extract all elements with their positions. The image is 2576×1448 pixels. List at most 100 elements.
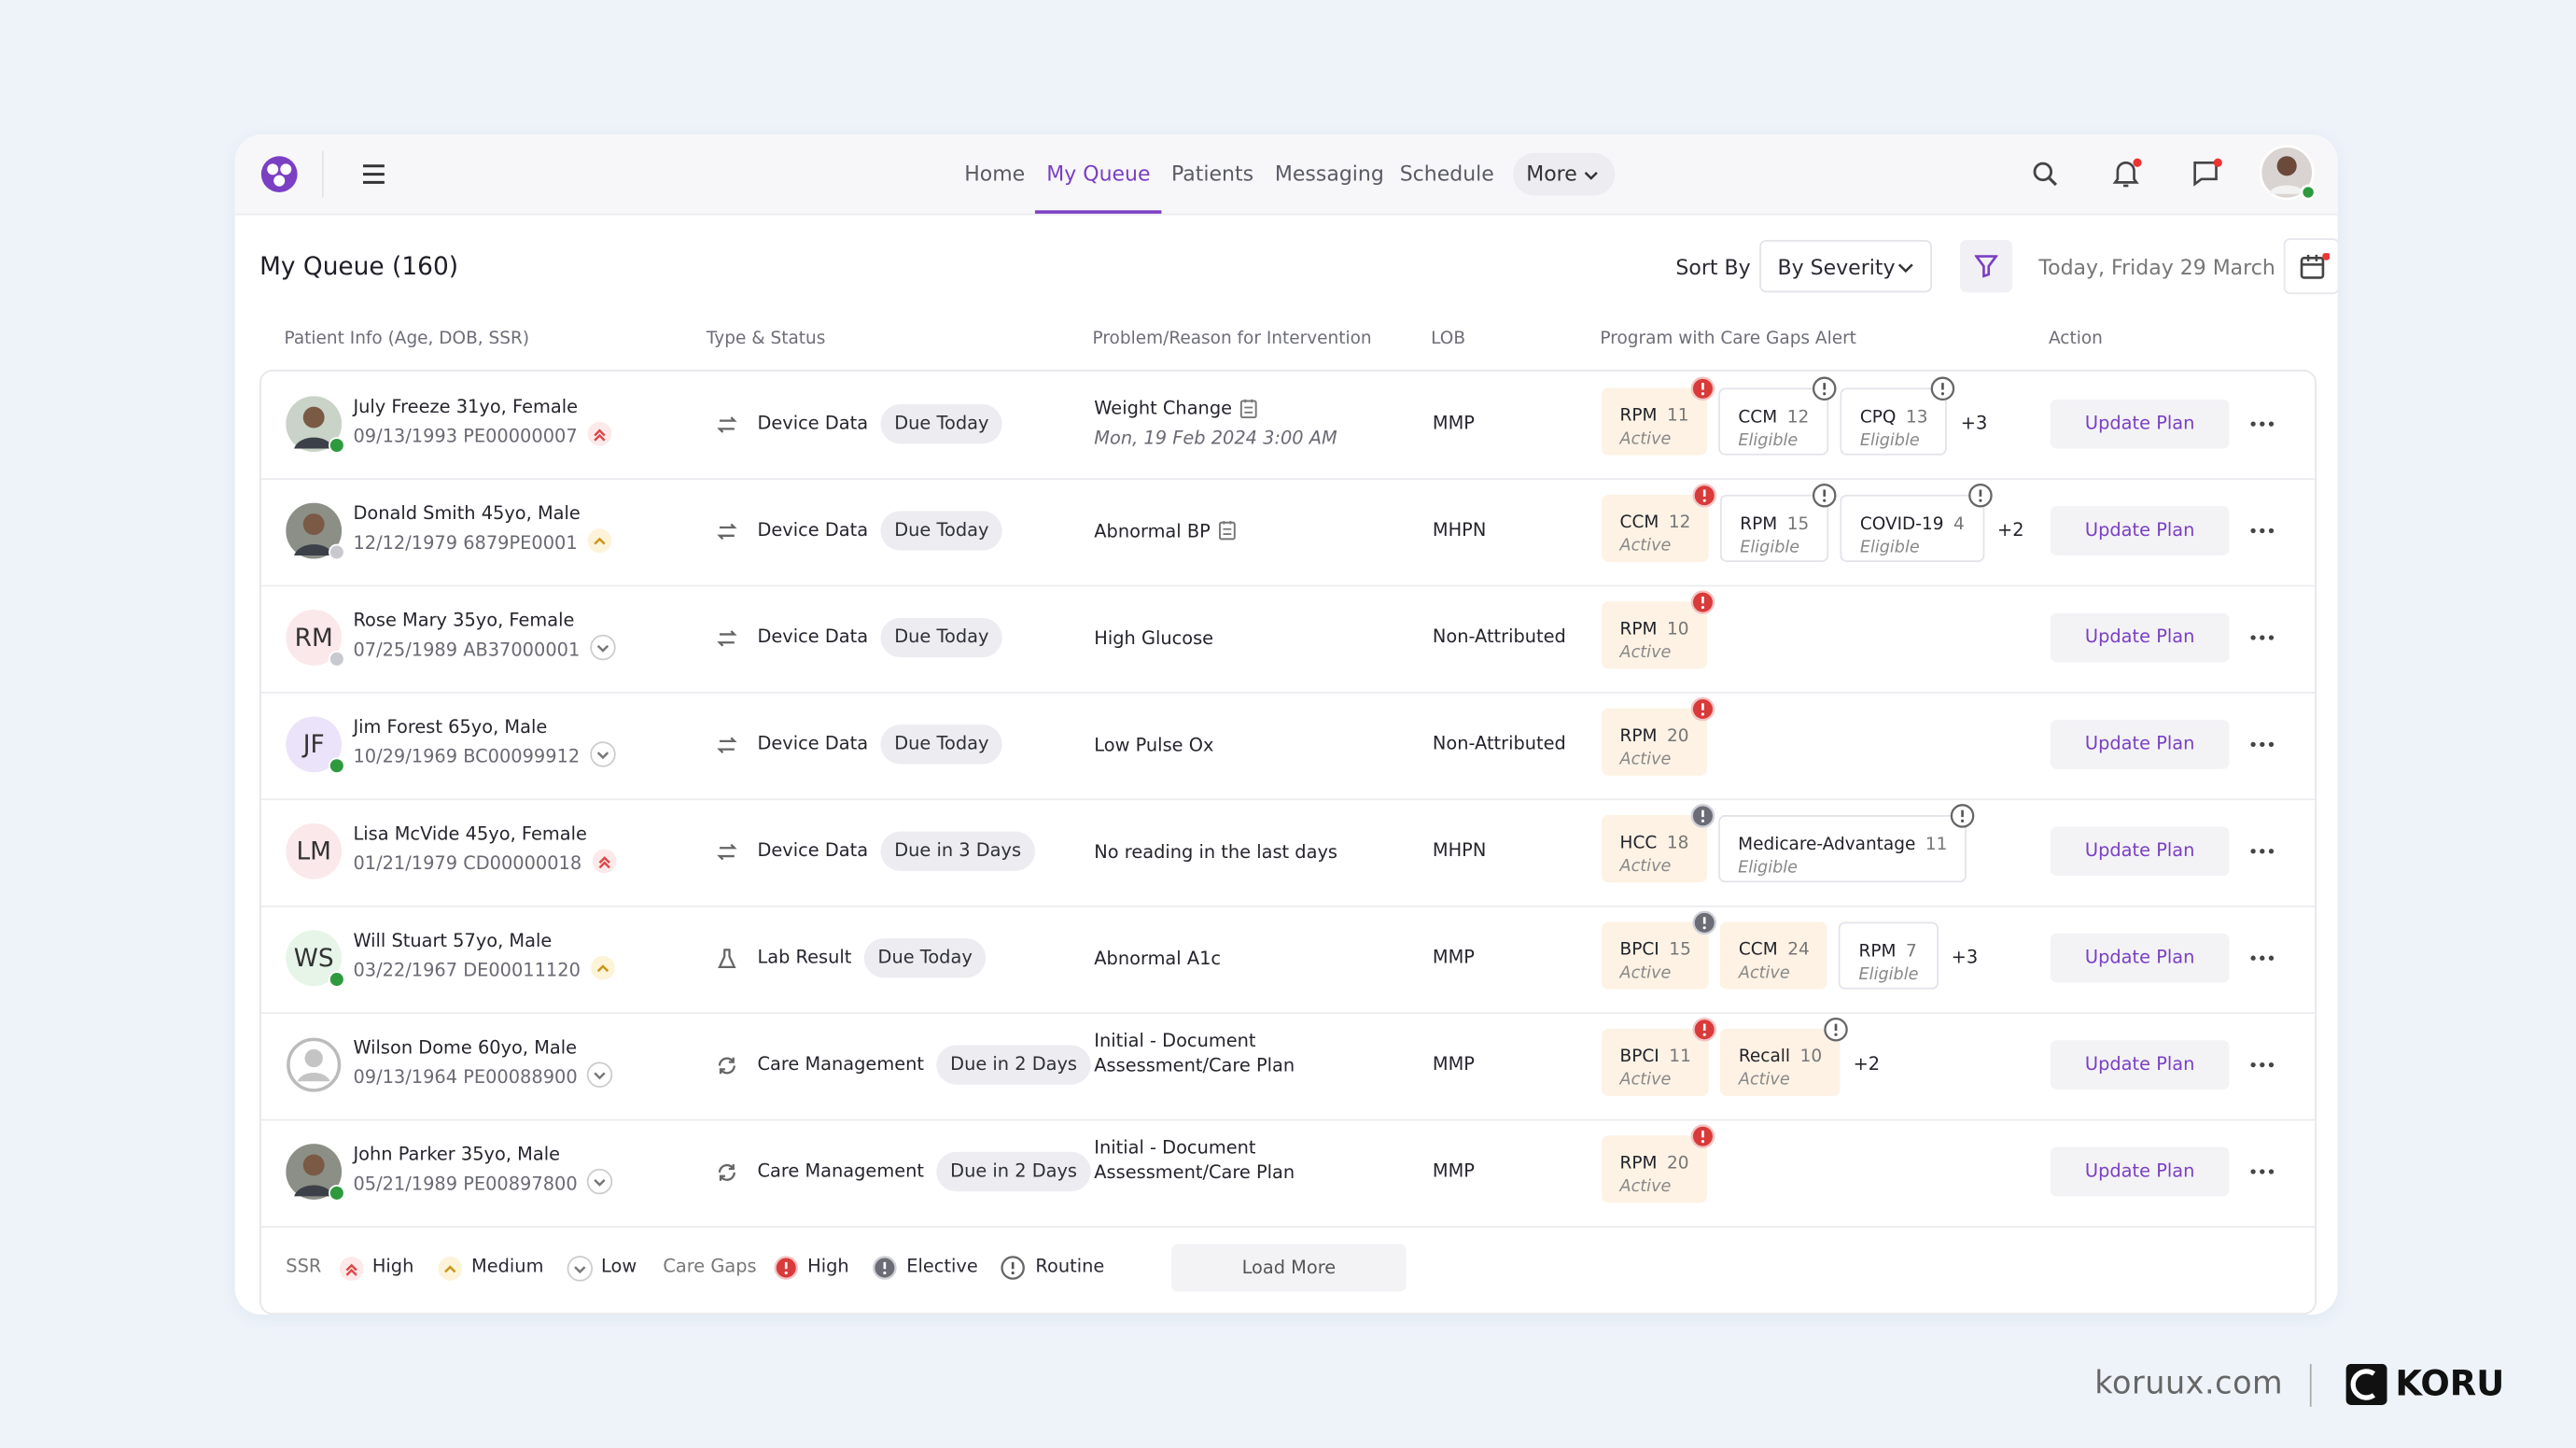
row-menu-button[interactable] [2249,526,2275,536]
row-menu-button[interactable] [2249,739,2275,750]
program-count: 15 [1669,939,1691,960]
type-icon [717,737,737,753]
icon-shape [2268,849,2275,854]
icon-shape [339,1257,363,1281]
icon-shape [2268,635,2275,640]
status-pill: Due Today [881,617,1002,658]
icon-shape [2133,158,2142,167]
program-status: Active [1619,857,1672,877]
program-badge: CCM 24 Active [1720,921,1828,990]
icon-shape [2250,1169,2256,1174]
nav-link[interactable]: Messaging [1274,161,1384,186]
footer-brand: KORU [2395,1363,2505,1404]
update-plan-button[interactable]: Update Plan [2050,1040,2230,1090]
sort-dropdown[interactable]: By Severity [1759,239,1932,293]
load-more-button[interactable]: Load More [1171,1244,1407,1292]
icon-shape [717,416,737,433]
search-button[interactable] [2032,161,2058,187]
icon-shape [1584,171,1598,180]
update-plan-button[interactable]: Update Plan [2050,1146,2230,1197]
patient-avatar [286,1144,343,1200]
chevron [1584,171,1598,180]
icon-shape [1978,499,1982,502]
nav-link[interactable]: Home [964,161,1026,186]
status-pill: Due Today [881,511,1002,551]
care-gap-routine-icon [1813,376,1837,401]
lob: MMP [1432,1160,1475,1182]
icon-shape [592,849,617,874]
icon-shape [717,630,737,647]
notifications-button[interactable] [2111,156,2144,189]
program-line: RPM 15 [1740,504,1809,535]
more-programs: +3 [1951,946,1979,968]
update-plan-button[interactable]: Update Plan [2050,719,2230,769]
nav-link[interactable]: Schedule [1399,161,1494,186]
icon-shape [1941,392,1945,396]
icon-shape [1823,499,1827,502]
patient-meta: 09/13/1964 PE00088900 [353,1066,578,1089]
user-avatar[interactable] [2259,145,2317,204]
care-gap-high-icon [1690,376,1715,401]
program-count: 13 [1905,407,1928,428]
ssr-low-icon [587,1061,614,1088]
update-plan-button[interactable]: Update Plan [2050,506,2230,555]
icon-shape [1703,926,1707,930]
update-plan-button[interactable]: Update Plan [2050,612,2230,663]
nav-link[interactable]: My Queue [1046,161,1151,186]
type-icon [717,416,737,433]
patient-meta: 12/12/1979 6879PE0001 [353,532,578,555]
column-header: Patient Info (Age, DOB, SSR) [284,329,530,349]
patient-avatar: RM [286,610,343,666]
icon-shape [363,164,385,184]
icon-shape [1701,819,1704,822]
lob: MHPN [1432,519,1487,541]
patient-meta: 10/29/1969 BC00099912 [353,746,581,768]
icon-shape [2260,1061,2265,1068]
icon-shape [302,1154,325,1176]
legend-gap-item: Routine [1035,1255,1105,1277]
logo [260,156,298,192]
program-count: 20 [1667,1153,1689,1174]
column-header: Problem/Reason for Intervention [1092,329,1372,349]
care-gap-high-icon [1690,1124,1715,1148]
row-menu-button[interactable] [2249,633,2275,643]
more-menu[interactable]: More [1513,152,1616,196]
update-plan-button[interactable]: Update Plan [2050,399,2230,449]
menu-button[interactable] [361,162,385,186]
presence-dot [329,543,345,561]
row-menu-button[interactable] [2249,847,2275,857]
date-label: Today, Friday 29 March [2038,254,2275,280]
row-menu-button[interactable] [2249,1167,2275,1177]
icon-shape [590,741,616,767]
patient-meta: 05/21/1989 PE00897800 [353,1173,578,1195]
icon-shape [1702,499,1706,502]
update-plan-button[interactable]: Update Plan [2050,933,2230,983]
icon-shape [2322,253,2330,260]
icon-shape [2260,1169,2265,1174]
patient-name: John Parker 35yo, Male [353,1144,561,1165]
icon-shape [443,1265,456,1273]
program-name: BPCI [1619,939,1659,960]
row-menu-button[interactable] [2249,1060,2275,1070]
care-gap-high-icon [1690,696,1715,722]
problem: High Glucose [1094,627,1214,650]
messages-button[interactable] [2191,156,2224,189]
row-menu-button[interactable] [2249,953,2275,963]
icon-shape [1834,1033,1838,1036]
nav-link[interactable]: Patients [1171,161,1254,186]
icon-shape [717,737,737,753]
patient-name: Wilson Dome 60yo, Male [353,1036,578,1059]
icon-shape [2250,849,2256,854]
patient-name: Jim Forest 65yo, Male [353,716,548,738]
patient-avatar: JF [286,716,343,773]
filter-button[interactable] [1959,239,2013,293]
update-plan-button[interactable]: Update Plan [2050,826,2230,877]
ssr-high-icon [339,1257,363,1281]
icon-shape [2213,158,2222,167]
row-menu-button[interactable] [2249,419,2275,429]
calendar-icon [2300,253,2330,279]
icon-shape [280,163,292,176]
icon-shape [344,1263,357,1276]
patient-avatar [286,396,343,453]
calendar-button[interactable] [2283,238,2338,295]
